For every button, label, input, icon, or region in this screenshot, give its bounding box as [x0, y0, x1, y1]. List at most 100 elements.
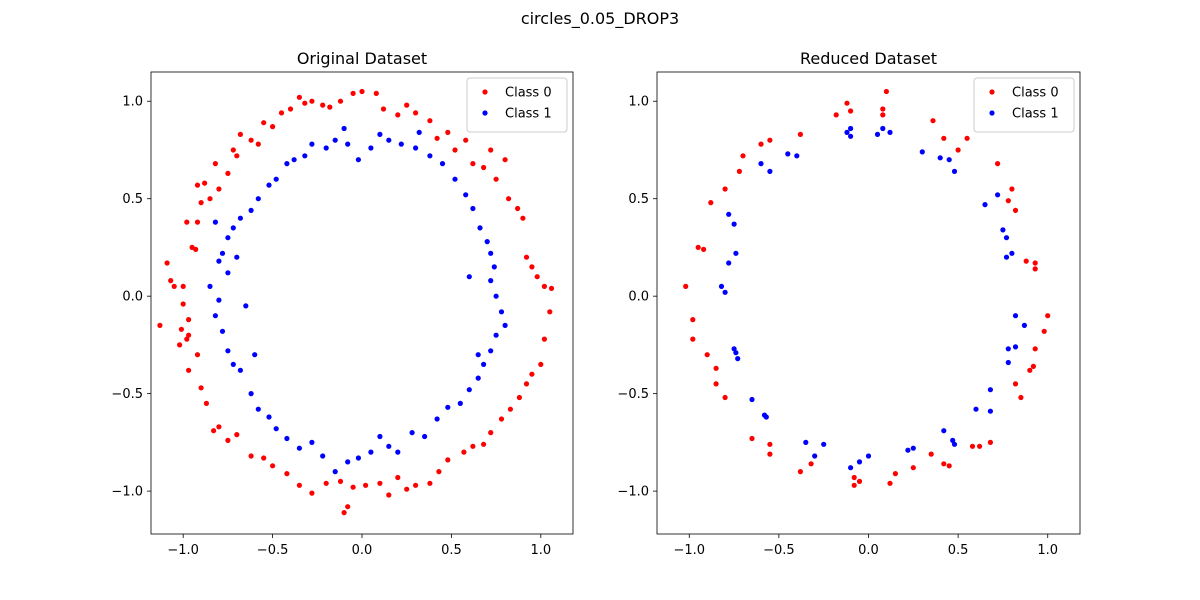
axes-2: Reduced Dataset −1.0 −0.5 0.0 0.5 1.0 −1.0 −0.5… — [617, 49, 1081, 558]
data-point — [708, 200, 714, 206]
data-point — [434, 135, 440, 141]
x-tick-label: 0.0 — [352, 543, 373, 558]
data-point — [475, 352, 481, 358]
data-point — [323, 480, 329, 486]
data-point — [380, 106, 387, 112]
data-point — [880, 112, 886, 118]
data-point — [198, 385, 204, 391]
data-point — [248, 391, 254, 397]
data-point — [1012, 381, 1019, 387]
data-point — [409, 430, 415, 436]
data-point — [498, 416, 505, 422]
axes-1: Original Dataset −1.0 −0.5 0.0 0.5 1.0 −1.0 −0.… — [111, 49, 574, 558]
legend-marker — [482, 89, 488, 95]
data-point — [928, 451, 934, 457]
data-point — [1005, 346, 1011, 352]
data-point — [327, 104, 333, 110]
data-point — [484, 239, 490, 245]
data-point — [690, 317, 696, 323]
data-point — [225, 348, 231, 354]
data-point — [445, 404, 451, 410]
y-tick-label: −1.0 — [111, 485, 143, 500]
data-point — [278, 110, 285, 116]
data-point — [186, 367, 192, 373]
y-tick-label: 0.0 — [122, 290, 143, 305]
data-point — [363, 482, 369, 488]
legend-marker — [482, 110, 488, 116]
data-point — [345, 459, 351, 465]
data-point — [883, 88, 890, 95]
data-point — [377, 433, 383, 440]
data-point — [386, 492, 392, 498]
data-point — [874, 131, 881, 137]
data-point — [345, 141, 351, 147]
data-point — [225, 235, 231, 241]
data-point — [194, 219, 201, 225]
data-point — [194, 352, 201, 358]
data-point — [203, 400, 209, 406]
data-point — [502, 157, 508, 163]
data-point — [941, 135, 947, 141]
data-point — [498, 309, 505, 315]
data-point — [212, 219, 218, 225]
data-point — [488, 348, 494, 354]
data-point — [470, 161, 476, 167]
data-point — [718, 283, 725, 289]
data-point — [237, 215, 243, 221]
data-point — [404, 102, 410, 108]
data-point — [808, 461, 814, 467]
data-point — [1012, 313, 1019, 319]
data-point — [722, 394, 728, 401]
data-point — [341, 125, 347, 132]
data-point — [212, 313, 218, 319]
data-point — [892, 471, 899, 477]
data-point — [1023, 258, 1029, 264]
data-point — [270, 124, 276, 130]
data-point — [184, 219, 190, 225]
data-point — [255, 196, 261, 202]
data-point — [186, 332, 192, 338]
data-point — [337, 98, 344, 104]
data-point — [416, 129, 422, 135]
y-tick-label: 0.5 — [122, 192, 143, 207]
legend-label: Class 0 — [505, 86, 552, 101]
data-point — [1032, 266, 1038, 272]
data-point — [302, 100, 308, 106]
data-point — [481, 441, 487, 447]
data-point — [461, 449, 467, 455]
data-point — [337, 478, 344, 484]
data-point — [683, 283, 689, 289]
data-point — [493, 293, 499, 299]
data-point — [481, 361, 487, 367]
series-class-0 — [683, 88, 1051, 488]
data-point — [180, 301, 186, 307]
data-point — [797, 469, 804, 475]
data-point — [237, 131, 243, 137]
data-point — [951, 441, 958, 447]
data-point — [255, 141, 261, 147]
data-point — [726, 260, 732, 266]
data-point — [309, 141, 315, 147]
data-point — [332, 469, 338, 475]
data-point — [243, 303, 249, 309]
data-point — [812, 453, 818, 459]
figure-title: circles_0.05_DROP3 — [520, 9, 680, 28]
data-point — [216, 297, 222, 303]
data-point — [695, 244, 701, 250]
data-point — [386, 137, 392, 143]
data-point — [704, 352, 710, 358]
data-point — [733, 250, 739, 256]
data-point — [457, 400, 463, 406]
data-point — [193, 246, 199, 252]
data-point — [234, 153, 240, 159]
data-point — [291, 157, 297, 163]
data-point — [180, 283, 186, 289]
data-point — [234, 432, 240, 438]
data-point — [731, 346, 737, 352]
series-class-0 — [157, 88, 555, 516]
data-point — [225, 170, 231, 176]
data-point — [880, 106, 886, 112]
data-point — [964, 135, 970, 141]
